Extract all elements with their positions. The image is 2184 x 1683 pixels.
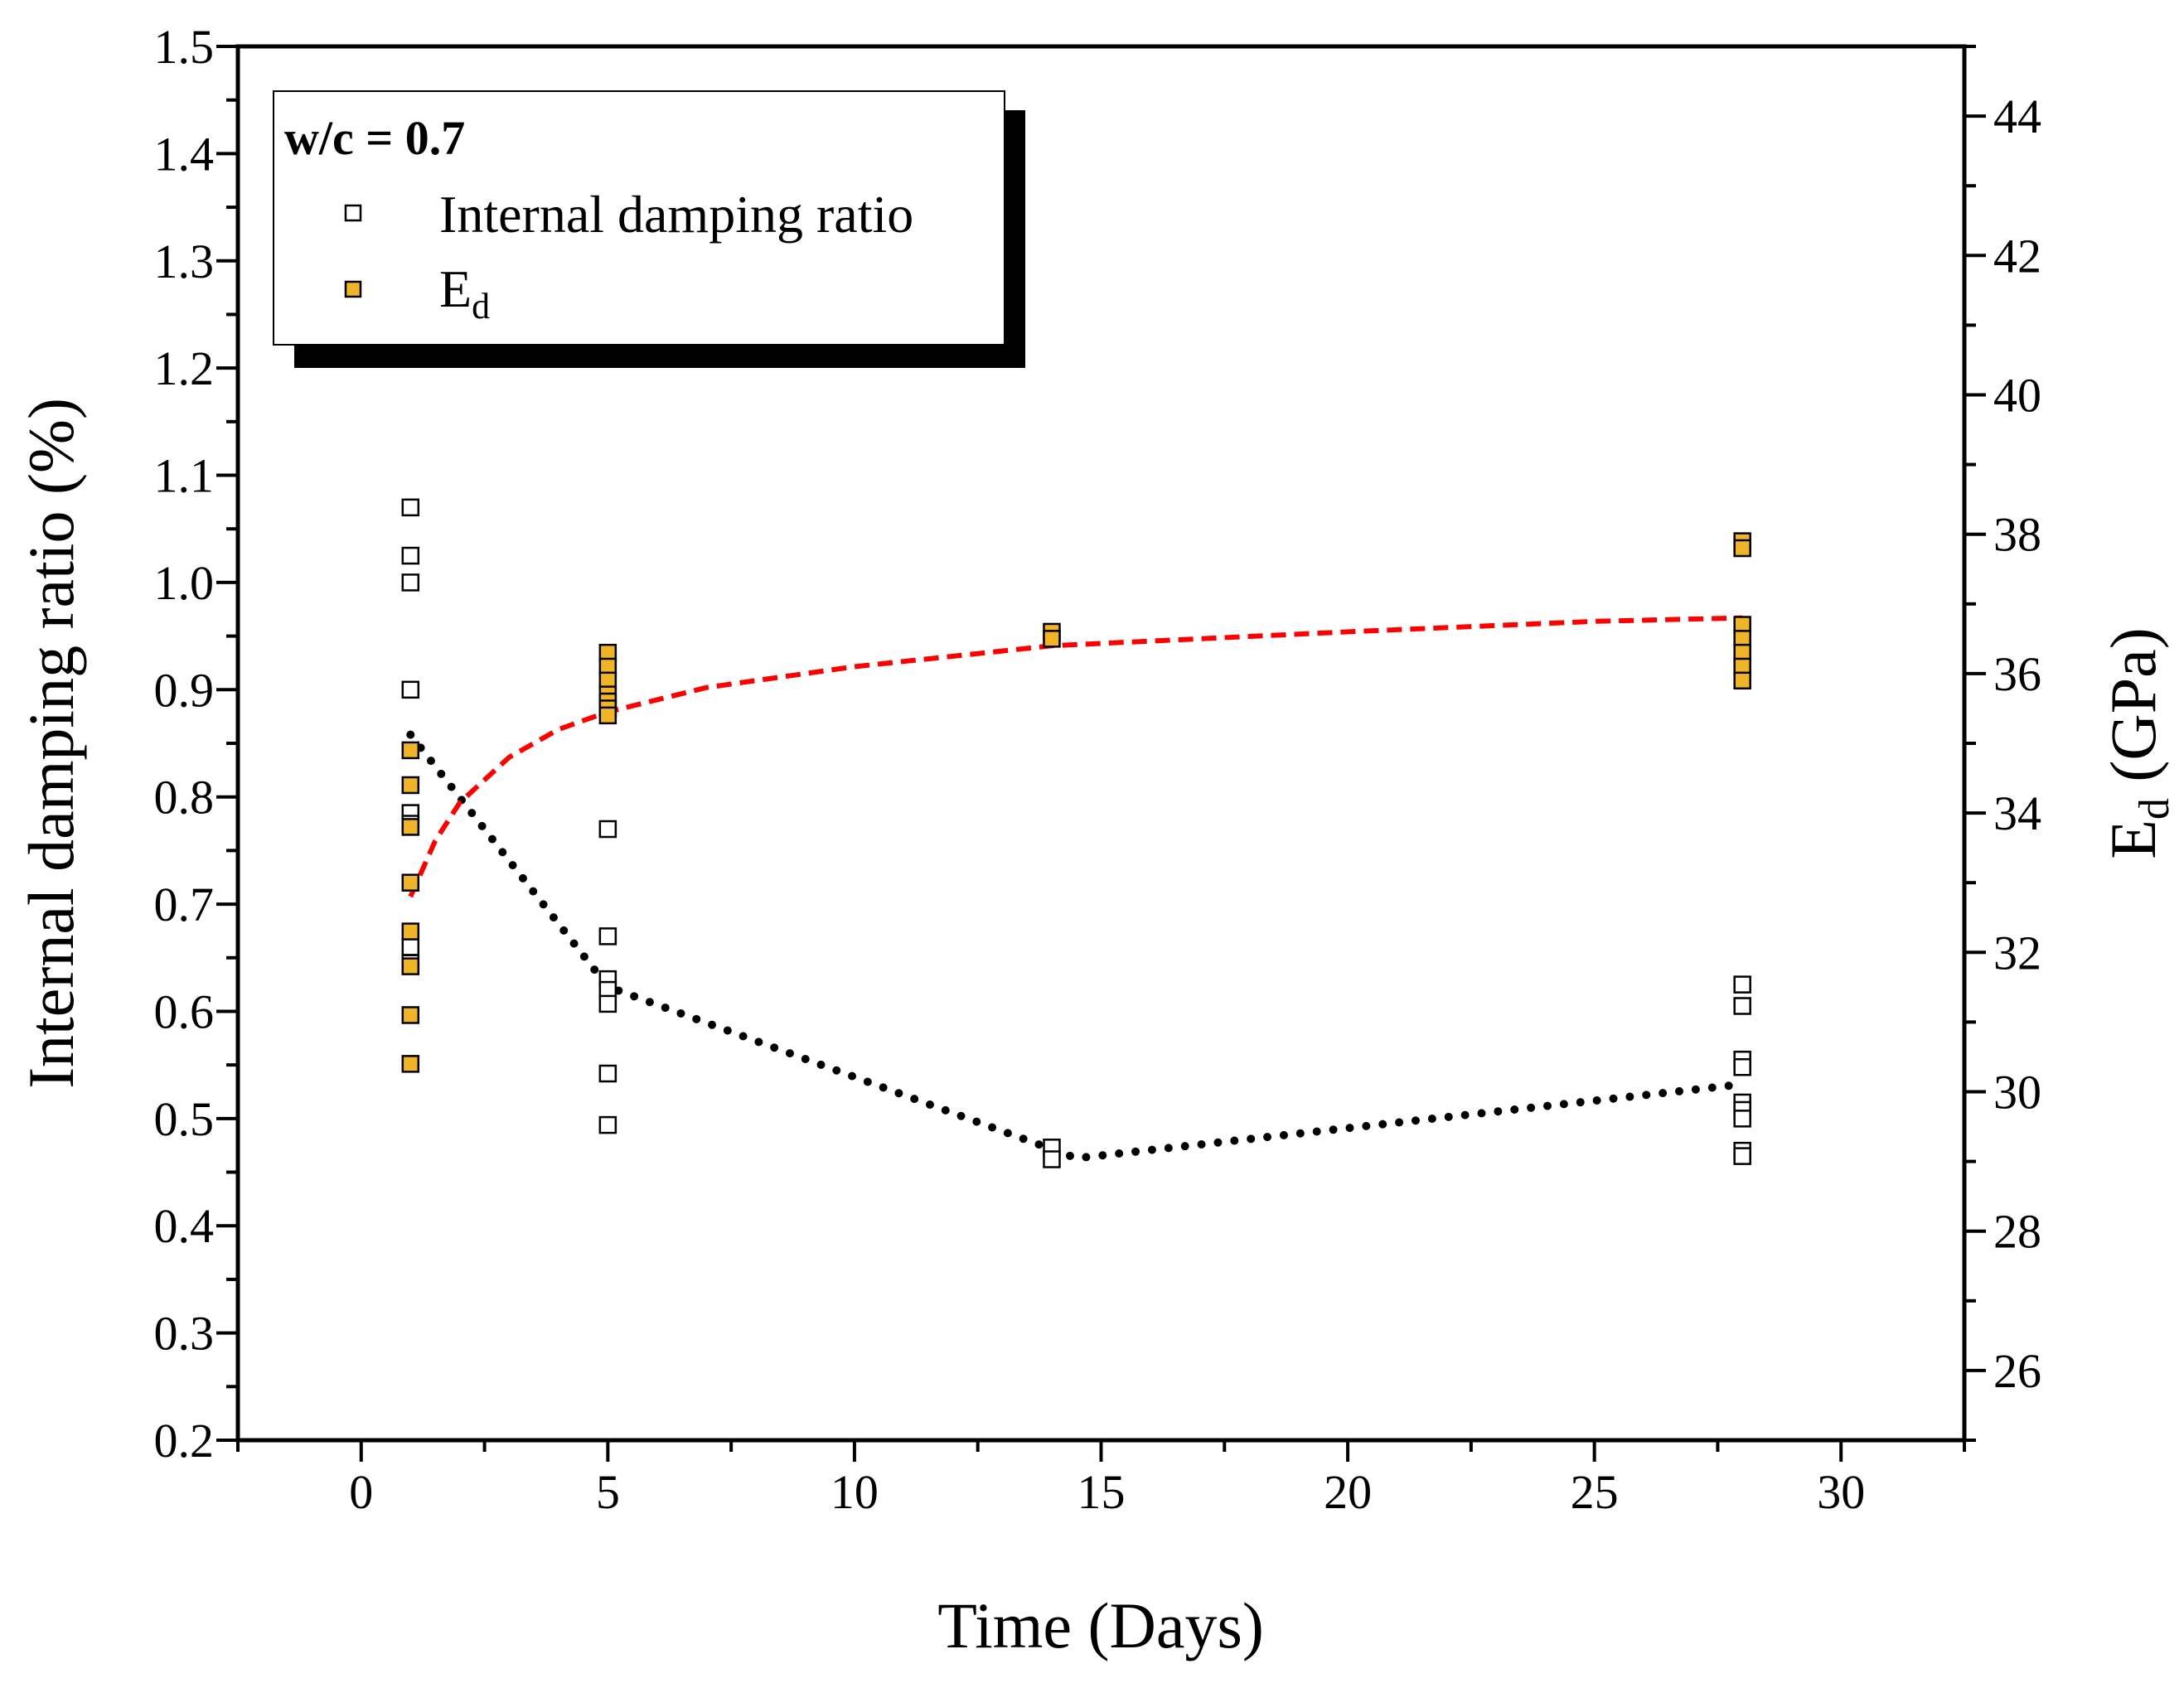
y-tick-label: 1.2	[154, 341, 215, 395]
plot-frame	[235, 44, 1967, 1443]
y2-tick-label: 44	[1993, 89, 2041, 143]
y2-axis-title-sub: d	[2131, 798, 2178, 820]
data-points	[401, 498, 1751, 1168]
damping-ratio-point	[1733, 975, 1751, 994]
ed-point	[401, 776, 420, 795]
x-tick-label: 20	[1324, 1465, 1372, 1519]
ed-point	[598, 706, 617, 725]
damping-ratio-point	[598, 994, 617, 1013]
legend-label-ed-sub: d	[472, 286, 490, 326]
ed-point	[401, 1055, 420, 1073]
legend: w/c = 0.7 Internal damping ratio Ed	[273, 90, 1025, 368]
damping-ratio-point	[401, 680, 420, 699]
ed-point	[401, 818, 420, 836]
legend-filled-square-marker	[344, 280, 362, 298]
damping-ratio-point	[1733, 1057, 1751, 1076]
y2-tick-label: 40	[1993, 369, 2041, 423]
damping-ratio-point	[598, 927, 617, 945]
ed-point	[401, 1006, 420, 1024]
x-tick-label: 5	[596, 1465, 620, 1519]
x-tick-label: 0	[349, 1465, 373, 1519]
svg-text:Ed (GPa): Ed (GPa)	[2097, 627, 2178, 858]
ed-point	[1043, 630, 1061, 648]
ed-point	[401, 957, 420, 975]
ed-point	[1733, 539, 1751, 558]
legend-open-square-marker	[344, 204, 362, 222]
ed-point	[1733, 671, 1751, 690]
y-tick-label: 0.8	[154, 771, 215, 825]
y2-axis-title-main: E	[2097, 820, 2169, 859]
y2-tick-label: 38	[1993, 508, 2041, 562]
damping-ratio-point	[598, 1064, 617, 1083]
ed-point	[401, 741, 420, 760]
damping-ratio-point	[1043, 1150, 1061, 1168]
y2-tick-label: 42	[1993, 229, 2041, 283]
damping-ratio-point	[1733, 1110, 1751, 1128]
legend-label-damping: Internal damping ratio	[439, 185, 913, 244]
y2-tick-label: 34	[1993, 786, 2041, 840]
y2-tick-label: 36	[1993, 647, 2041, 701]
y-tick-label: 1.5	[154, 20, 215, 74]
damping-ratio-point	[401, 938, 420, 956]
damping-ratio-point	[598, 820, 617, 839]
ed-point	[401, 873, 420, 892]
y-tick-label: 0.9	[154, 663, 215, 717]
y2-tick-label: 28	[1993, 1205, 2041, 1259]
damping-ratio-point	[598, 1115, 617, 1134]
damping-ratio-point	[401, 573, 420, 592]
y2-tick-label: 30	[1993, 1066, 2041, 1120]
y-tick-label: 1.1	[154, 449, 215, 503]
y-tick-label: 0.3	[154, 1307, 215, 1361]
x-axis-title: Time (Days)	[937, 1589, 1264, 1661]
y-tick-label: 1.3	[154, 235, 215, 288]
damping-ratio-point	[401, 498, 420, 517]
damping-ratio-point	[1733, 1147, 1751, 1165]
y-tick-label: 1.0	[154, 556, 215, 610]
legend-label-ed: Ed	[439, 259, 490, 326]
y-tick-label: 1.4	[154, 127, 215, 181]
legend-title: w/c = 0.7	[284, 111, 465, 165]
y2-axis-title: Ed (GPa)	[2097, 627, 2178, 858]
y-tick-label: 0.4	[154, 1199, 215, 1253]
x-tick-label: 10	[831, 1465, 879, 1519]
legend-label-ed-main: E	[439, 259, 472, 318]
x-tick-label: 25	[1571, 1465, 1619, 1519]
damping-ratio-point	[401, 546, 420, 565]
y2-tick-label: 26	[1993, 1344, 2041, 1398]
trend-lines	[406, 615, 1747, 1163]
x-tick-label: 30	[1817, 1465, 1865, 1519]
y-tick-label: 0.5	[154, 1092, 215, 1146]
y-tick-label: 0.2	[154, 1414, 215, 1468]
ed-point	[401, 922, 420, 941]
tick-labels: 0 5 10 15 20 25 30 0.2 0.3 0.4 0.5 0.6 0.7 0.8 0.9 1.0 1…	[154, 20, 2042, 1519]
y-tick-label: 0.7	[154, 878, 215, 931]
y2-tick-label: 32	[1993, 926, 2041, 979]
y-axis-title: Internal damping ratio (%)	[15, 398, 87, 1089]
trend-line	[408, 615, 1743, 898]
damping-ratio-point	[1733, 997, 1751, 1015]
x-tick-label: 15	[1077, 1465, 1126, 1519]
y-tick-label: 0.6	[154, 984, 215, 1038]
y2-axis-title-unit: (GPa)	[2097, 627, 2169, 798]
legend-box	[273, 90, 1005, 346]
